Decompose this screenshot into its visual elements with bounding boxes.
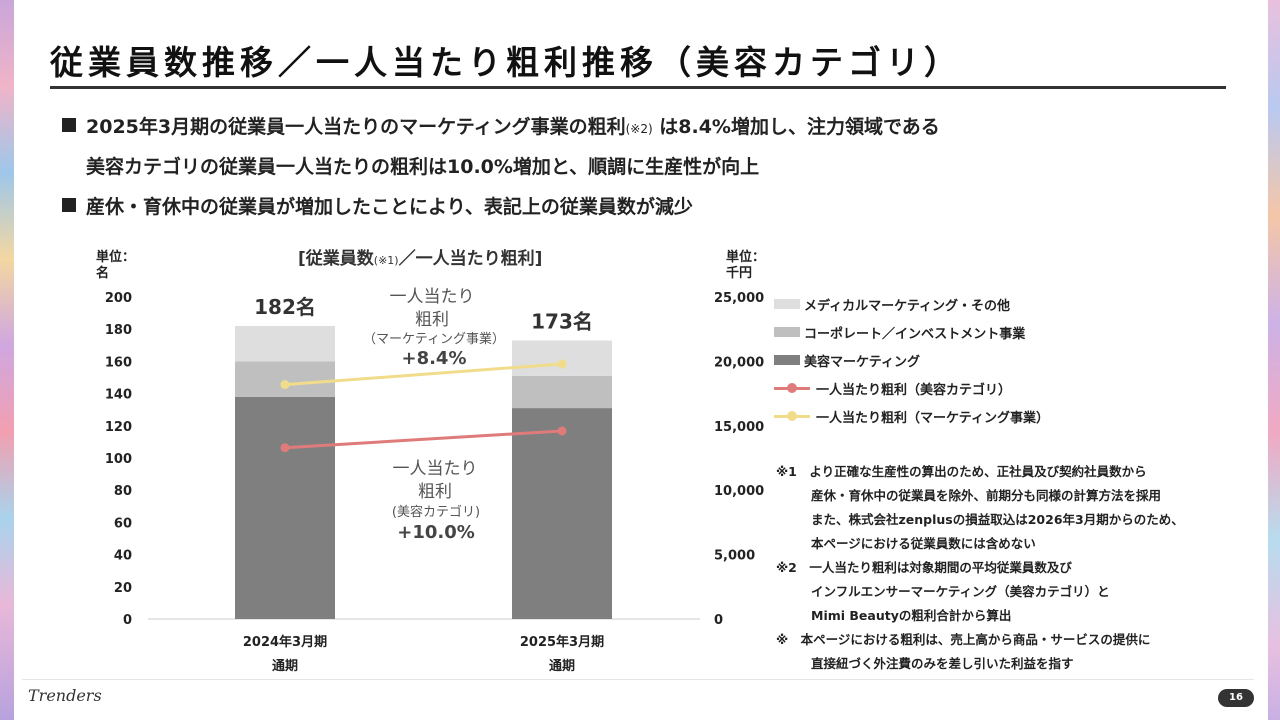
beauty-annotation-pct: +10.0% xyxy=(397,522,475,543)
decorative-left-edge xyxy=(0,0,14,720)
right-axis-tick-label: 10,000 xyxy=(714,484,764,499)
beauty-annotation-line1: 一人当たり xyxy=(393,459,478,479)
marketing-annotation-pct: +8.4% xyxy=(401,348,466,369)
bullet-1-text-b: は8.4%増加し、注力領域である xyxy=(652,116,940,138)
right-axis-tick-label: 15,000 xyxy=(714,420,764,435)
bullet-1-continuation: 美容カテゴリの従業員一人当たりの粗利は10.0%増加と、順調に生産性が向上 xyxy=(86,156,760,178)
left-axis-unit: 単位： 名 xyxy=(96,250,135,282)
footnote-line: 産休・育休中の従業員を除外、前期分も同様の計算方法を採用 xyxy=(811,488,1162,503)
bar-total-label: 173名 xyxy=(531,309,593,333)
legend-label: 美容マーケティング xyxy=(804,354,920,370)
legend-swatch xyxy=(774,299,800,309)
bullet-1-text-a: 2025年3月期の従業員一人当たりのマーケティング事業の粗利 xyxy=(86,116,626,138)
bar-segment xyxy=(235,396,335,619)
legend-item: 一人当たり粗利（美容カテゴリ） xyxy=(774,374,1049,402)
company-logo: Trenders xyxy=(28,686,102,705)
left-axis-tick-label: 200 xyxy=(105,291,132,306)
left-axis-tick-label: 120 xyxy=(105,420,132,435)
bullet-2: 産休・育休中の従業員が増加したことにより、表記上の従業員数が減少 xyxy=(62,192,693,219)
x-axis-category-label: 2025年3月期 xyxy=(520,634,604,650)
line-series xyxy=(284,429,563,450)
bar-segment xyxy=(512,375,612,409)
legend-label: コーポレート／インベストメント事業 xyxy=(804,326,1026,342)
left-axis-tick-label: 80 xyxy=(114,484,132,499)
footnotes: ※1 より正確な生産性の算出のため、正社員及び契約社員数から産休・育休中の従業員… xyxy=(776,460,1184,676)
line-point xyxy=(557,426,567,436)
line-point xyxy=(280,443,290,453)
left-axis-tick-label: 0 xyxy=(123,613,132,628)
legend-label: 一人当たり粗利（美容カテゴリ） xyxy=(816,382,1012,398)
right-axis-unit: 単位： 千円 xyxy=(726,250,765,282)
legend-item: 美容マーケティング xyxy=(774,346,1049,374)
bar-segment xyxy=(512,408,612,619)
legend-line-dot xyxy=(787,411,797,421)
beauty-annotation-line2: 粗利 xyxy=(418,482,452,502)
page-number-badge: 16 xyxy=(1218,689,1254,707)
decorative-right-edge xyxy=(1268,0,1280,720)
footnote-line: 直接紐づく外注費のみを差し引いた利益を指す xyxy=(811,656,1074,671)
bullet-2-text: 産休・育休中の従業員が増加したことにより、表記上の従業員数が減少 xyxy=(86,196,693,218)
chart-heading-b: ／一人当たり粗利] xyxy=(398,249,543,269)
legend-label: メディカルマーケティング・その他 xyxy=(804,298,1011,314)
footer-divider xyxy=(22,679,1254,680)
footnote-line: ※2 一人当たり粗利は対象期間の平均従業員数及び xyxy=(776,560,1072,575)
legend-swatch xyxy=(774,327,800,337)
bullet-1-note: (※2) xyxy=(625,122,653,136)
beauty-annotation-line3: (美容カテゴリ) xyxy=(392,504,480,520)
title-underline xyxy=(50,86,1226,89)
right-axis-tick-label: 0 xyxy=(714,613,723,628)
legend-line-swatch xyxy=(774,410,810,422)
bullet-square-icon xyxy=(62,198,76,212)
footnote-line: Mimi Beautyの粗利合計から算出 xyxy=(811,608,1012,623)
bar-total-label: 182名 xyxy=(254,295,316,319)
bullet-1: 2025年3月期の従業員一人当たりのマーケティング事業の粗利(※2) は8.4%… xyxy=(62,112,940,139)
chart-legend: メディカルマーケティング・その他 コーポレート／インベストメント事業 美容マーケティ… xyxy=(774,290,1049,430)
marketing-annotation-line3: （マーケティング事業） xyxy=(363,331,505,347)
footnote-line: ※ 本ページにおける粗利は、売上高から商品・サービスの提供に xyxy=(776,632,1151,647)
x-axis-category-label: 通期 xyxy=(272,658,298,674)
chart-heading-note: (※1) xyxy=(373,254,399,267)
x-axis-category-label: 2024年3月期 xyxy=(243,634,327,650)
legend-item: 一人当たり粗利（マーケティング事業） xyxy=(774,402,1049,430)
legend-swatch xyxy=(774,355,800,365)
left-axis-unit-line2: 名 xyxy=(96,266,110,281)
legend-line-swatch xyxy=(774,382,810,394)
left-axis-unit-line1: 単位： xyxy=(96,250,136,265)
chart-heading: [従業員数(※1)／一人当たり粗利] xyxy=(298,244,542,269)
line-point xyxy=(280,380,290,390)
line-point xyxy=(557,359,567,369)
footnote-line: インフルエンサーマーケティング（美容カテゴリ）と xyxy=(811,584,1110,599)
bullet-square-icon xyxy=(62,118,76,132)
bar-segment xyxy=(235,325,335,362)
marketing-annotation-line1: 一人当たり xyxy=(390,287,475,307)
bar-segment xyxy=(512,340,612,376)
right-axis-tick-label: 25,000 xyxy=(714,291,764,306)
left-axis-tick-label: 160 xyxy=(105,355,132,370)
legend-item: コーポレート／インベストメント事業 xyxy=(774,318,1049,346)
line-series xyxy=(284,362,563,387)
legend-item: メディカルマーケティング・その他 xyxy=(774,290,1049,318)
left-axis-tick-label: 40 xyxy=(114,549,132,564)
right-axis-unit-line1: 単位： xyxy=(726,250,766,265)
marketing-annotation-line2: 粗利 xyxy=(415,310,449,330)
right-axis-tick-label: 5,000 xyxy=(714,549,755,564)
footnote-line: 本ページにおける従業員数には含めない xyxy=(811,536,1036,551)
right-axis-tick-label: 20,000 xyxy=(714,355,764,370)
left-axis-tick-label: 180 xyxy=(105,323,132,338)
footnote-line: また、株式会社zenplusの損益取込は2026年3月期からのため、 xyxy=(811,512,1184,527)
legend-label: 一人当たり粗利（マーケティング事業） xyxy=(816,410,1049,426)
page-title: 従業員数推移／一人当たり粗利推移（美容カテゴリ） xyxy=(50,43,962,82)
legend-line-dot xyxy=(787,383,797,393)
left-axis-tick-label: 100 xyxy=(105,452,132,467)
bar-segment xyxy=(235,361,335,397)
right-axis-unit-line2: 千円 xyxy=(726,266,753,281)
chart-heading-a: [従業員数 xyxy=(298,249,374,269)
left-axis-tick-label: 140 xyxy=(105,388,132,403)
left-axis-tick-label: 20 xyxy=(114,581,132,596)
left-axis-tick-label: 60 xyxy=(114,516,132,531)
footnote-line: ※1 より正確な生産性の算出のため、正社員及び契約社員数から xyxy=(776,464,1147,479)
x-axis-category-label: 通期 xyxy=(549,658,575,674)
